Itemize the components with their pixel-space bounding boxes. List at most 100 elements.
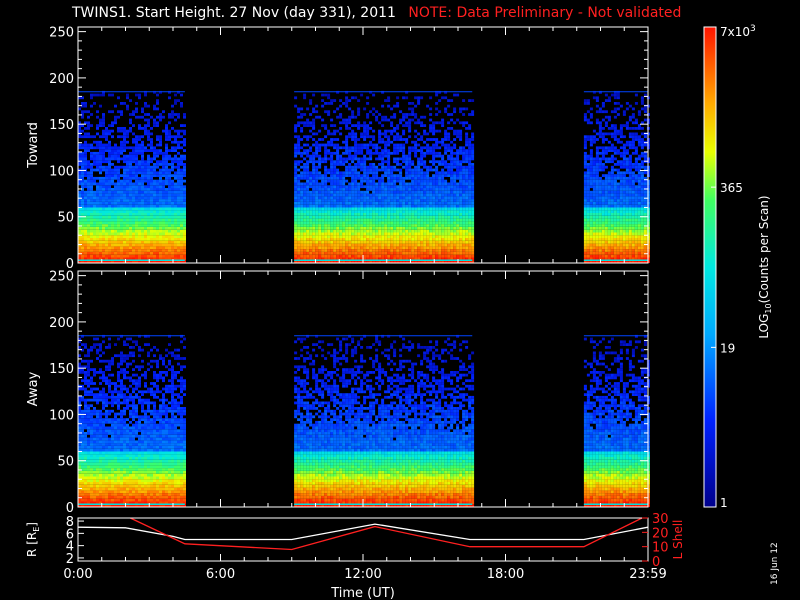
heat-cell [108,179,111,183]
heat-cell [84,154,87,158]
heat-cell [387,193,391,197]
heat-cell [592,188,596,191]
heat-cell [429,146,433,150]
heat-cell [390,107,394,111]
heat-cell [604,149,608,152]
heat-cell [309,246,313,250]
heat-cell [111,154,114,158]
heat-cell [180,135,183,139]
heat-cell [369,207,373,211]
heat-cell [312,127,316,130]
heat-cell [342,246,346,250]
heat-cell [390,224,394,227]
heat-cell [420,160,424,164]
heat-cell [381,124,385,127]
heat-cell [435,213,439,216]
heat-cell [357,260,361,263]
heat-cell [96,238,99,241]
heat-cell [438,251,442,255]
heat-cell [150,193,153,197]
heat-cell [607,99,611,102]
heat-cell [312,218,316,222]
heat-cell [102,240,105,244]
heat-cell [420,163,424,166]
heat-cell [126,199,129,202]
heat-cell [604,124,608,127]
heat-cell [333,193,337,197]
heat-cell [438,129,442,133]
heat-cell [99,185,102,189]
heat-cell [90,238,93,241]
heat-cell [123,215,126,219]
heat-cell [312,171,316,175]
heat-cell [601,168,605,172]
heat-cell [87,188,90,191]
heat-cell [601,260,605,263]
heat-cell [141,201,144,205]
heat-cell [321,240,325,244]
heat-cell [363,226,367,230]
heat-cell [171,240,174,244]
heat-cell [333,196,337,200]
heat-cell [96,224,99,227]
heat-cell [583,251,587,255]
heat-cell [318,210,322,213]
heat-cell [300,107,304,111]
heat-cell [108,185,111,189]
heat-cell [339,182,343,186]
heat-cell [402,196,406,200]
heat-cell [444,257,448,261]
heat-cell [462,165,466,169]
heat-cell [129,257,132,261]
heat-cell [153,174,156,177]
heat-cell [586,190,590,194]
heat-cell [462,149,466,152]
heat-cell [135,257,138,261]
heat-cell [414,182,418,186]
heat-cell [114,193,117,197]
heat-cell [438,215,442,219]
heat-cell [153,232,156,236]
heat-cell [348,188,352,191]
heat-cell [360,218,364,222]
heat-cell [432,251,436,255]
heat-cell [318,201,322,205]
heat-cell [174,215,177,219]
heat-cell [84,171,87,175]
heat-cell [438,176,442,180]
heat-cell [111,174,114,177]
heat-cell [336,151,340,155]
heat-cell [429,118,433,122]
heat-cell [303,196,307,200]
heat-cell [465,176,469,180]
heat-cell [381,168,385,172]
heat-cell [408,157,412,161]
heat-cell [438,90,442,94]
heat-cell [132,201,135,205]
heat-cell [360,201,364,205]
heat-cell [381,157,385,161]
heat-cell [144,185,147,189]
heat-cell [598,182,602,186]
heat-cell [126,254,129,258]
heat-cell [318,160,322,164]
heat-cell [81,96,84,100]
heat-cell [366,185,370,189]
heat-cell [300,188,304,191]
heat-cell [390,215,394,219]
heat-cell [159,249,162,252]
heat-cell [126,93,129,97]
heat-cell [111,204,114,208]
heat-cell [375,224,379,227]
heat-cell [126,251,129,255]
heat-cell [324,190,328,194]
heat-cell [459,110,463,114]
heat-cell [408,254,412,258]
heat-cell [324,127,328,130]
heat-cell [595,104,599,108]
heat-cell [444,163,448,166]
heat-cell [126,188,129,191]
heat-cell [348,238,352,241]
heat-cell [297,251,301,255]
heat-cell [159,160,162,164]
